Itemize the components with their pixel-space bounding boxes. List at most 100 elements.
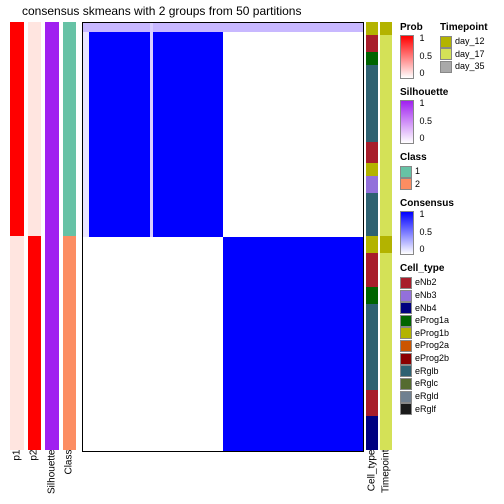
ann-col-celltype: Cell_type: [366, 22, 378, 450]
ann-segment: [45, 22, 59, 450]
ann-segment: [63, 236, 77, 450]
gradient-ticks: 1 0.5 0: [420, 35, 440, 77]
legend-label: day_17: [455, 49, 485, 59]
tick: 0.5: [420, 51, 433, 61]
right-annotations: Cell_type Timepoint: [366, 22, 394, 450]
legend-row: eNb3: [400, 289, 500, 302]
ann-segment: [28, 22, 42, 236]
ann-col-silhouette: Silhouette: [45, 22, 59, 450]
gradient-prob: [400, 35, 414, 79]
gradient-ticks: 1 0.5 0: [420, 211, 440, 253]
swatch-icon: [400, 378, 412, 390]
legend-row: eNb2: [400, 276, 500, 289]
swatch-icon: [400, 315, 412, 327]
ann-col-class: Class: [63, 22, 77, 450]
legend-label: eProg1a: [415, 315, 449, 325]
ann-segment: [366, 142, 378, 163]
ann-segment: [366, 416, 378, 450]
ann-segment: [366, 176, 378, 193]
legend-label: eNb4: [415, 303, 437, 313]
legend-row: eRglb: [400, 365, 500, 378]
ann-segment: [366, 22, 378, 35]
swatch-icon: [440, 48, 452, 60]
legend-row: eNb4: [400, 302, 500, 315]
ann-label: p1: [11, 450, 22, 461]
ann-segment: [380, 35, 392, 236]
legend-row: eProg1a: [400, 314, 500, 327]
ann-segment: [366, 52, 378, 65]
ann-label: Class: [64, 450, 75, 475]
legend-row: day_12: [440, 35, 488, 48]
legend-row: 1: [400, 165, 500, 178]
legend-label: 1: [415, 166, 420, 176]
swatch-icon: [400, 302, 412, 314]
legend-row: eProg2a: [400, 339, 500, 352]
legend-items: eNb2 eNb3 eNb4 eProg1a eProg1beProg2aeProg2b…: [400, 276, 500, 415]
ann-segment: [380, 22, 392, 35]
ann-segment: [366, 253, 378, 287]
legend-label: eNb2: [415, 277, 437, 287]
heatmap-block: [150, 23, 153, 237]
legend-row: eRgld: [400, 390, 500, 403]
legend-label: eRgld: [415, 391, 439, 401]
ann-segment: [366, 65, 378, 142]
gradient-ticks: 1 0.5 0: [420, 100, 440, 142]
swatch-icon: [440, 61, 452, 73]
ann-segment: [366, 163, 378, 176]
tick: 1: [420, 209, 425, 219]
ann-label: Timepoint: [381, 450, 392, 494]
legend-title: Class: [400, 152, 500, 163]
ann-segment: [366, 287, 378, 304]
legend-label: eNb3: [415, 290, 437, 300]
legend-label: eProg1b: [415, 328, 449, 338]
legend-items: day_12 day_17day_35: [440, 35, 488, 73]
tick: 0.5: [420, 116, 433, 126]
legend-label: 2: [415, 179, 420, 189]
legend-title: Timepoint: [440, 22, 488, 33]
tick: 0.5: [420, 227, 433, 237]
heatmap-block: [223, 237, 363, 451]
heatmap-block: [83, 23, 363, 32]
legend-label: day_12: [455, 36, 485, 46]
plot-title: consensus skmeans with 2 groups from 50 …: [22, 4, 301, 18]
swatch-icon: [400, 365, 412, 377]
legend-label: eProg2b: [415, 353, 449, 363]
gradient-consensus: [400, 211, 414, 255]
legend-row: day_35: [440, 60, 488, 73]
ann-segment: [63, 22, 77, 236]
swatch-icon: [400, 327, 412, 339]
legend-row: eProg2b: [400, 352, 500, 365]
ann-segment: [366, 35, 378, 52]
legend-items: 12: [400, 165, 500, 190]
ann-col-p2: p2: [28, 22, 42, 450]
tick: 1: [420, 33, 425, 43]
legend-label: eRglb: [415, 366, 439, 376]
legend-consensus: Consensus 1 0.5 0: [400, 198, 500, 255]
swatch-icon: [400, 391, 412, 403]
swatch-icon: [400, 403, 412, 415]
ann-segment: [366, 193, 378, 236]
swatch-icon: [400, 290, 412, 302]
swatch-icon: [400, 340, 412, 352]
tick: 0: [420, 68, 425, 78]
gradient-silhouette: [400, 100, 414, 144]
legend-label: eRglc: [415, 378, 438, 388]
ann-segment: [28, 236, 42, 450]
legend-title: Cell_type: [400, 263, 500, 274]
legend-title: Consensus: [400, 198, 500, 209]
legend-title: Silhouette: [400, 87, 500, 98]
legend-class: Class 12: [400, 152, 500, 190]
ann-label: Cell_type: [367, 450, 378, 492]
ann-segment: [10, 236, 24, 450]
legend-row: eRglf: [400, 403, 500, 416]
swatch-icon: [400, 178, 412, 190]
swatch-icon: [440, 36, 452, 48]
ann-segment: [366, 236, 378, 253]
ann-segment: [380, 236, 392, 253]
consensus-heatmap: [82, 22, 364, 452]
swatch-icon: [400, 353, 412, 365]
ann-label: Silhouette: [46, 450, 57, 494]
legend-row: day_17: [440, 48, 488, 61]
ann-segment: [10, 22, 24, 236]
heatmap-block: [83, 237, 223, 451]
